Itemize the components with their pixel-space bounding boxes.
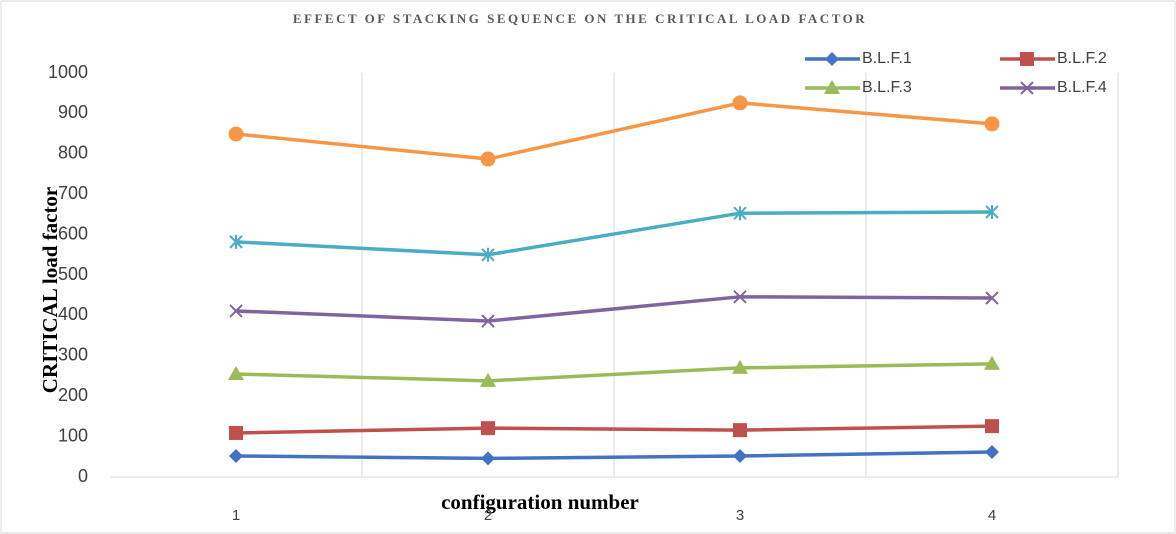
marker: [732, 359, 748, 374]
legend-label: B.L.F.3: [862, 79, 912, 96]
series-line: [235, 362, 993, 383]
x-tick-label: 3: [736, 507, 744, 524]
series-line: [235, 210, 993, 257]
marker: [985, 204, 999, 219]
marker: [481, 451, 495, 466]
y-tick-label: 200: [58, 385, 88, 405]
series-line: [235, 450, 993, 461]
y-tick-label: 1000: [48, 62, 88, 82]
y-tick-label: 800: [58, 143, 88, 163]
chart-title: EFFECT OF STACKING SEQUENCE ON THE CRITI…: [293, 11, 867, 26]
marker: [480, 151, 496, 167]
marker: [824, 80, 840, 94]
y-axis-label: CRITICAL load factor: [38, 187, 62, 394]
marker: [733, 206, 747, 221]
marker: [229, 304, 243, 318]
marker: [985, 444, 999, 459]
marker: [985, 419, 999, 434]
marker: [733, 290, 747, 304]
marker: [733, 423, 747, 438]
series-line: [235, 424, 993, 435]
y-tick-label: 100: [58, 425, 88, 445]
y-tick-label: 600: [58, 223, 88, 243]
marker: [228, 126, 244, 142]
marker: [1020, 52, 1034, 66]
y-tick-label: 700: [58, 183, 88, 203]
legend-label: B.L.F.4: [1057, 79, 1107, 96]
marker: [732, 95, 748, 111]
marker: [825, 52, 839, 66]
marker: [229, 234, 243, 249]
x-axis-label: configuration number: [441, 490, 639, 514]
x-tick-label: 1: [232, 507, 240, 524]
series-line: [235, 101, 993, 161]
series-line: [235, 295, 993, 323]
marker: [985, 291, 999, 305]
marker: [733, 448, 747, 463]
marker: [480, 372, 496, 387]
marker: [228, 365, 244, 380]
x-tick-label: 4: [988, 507, 996, 524]
legend-label: B.L.F.1: [862, 50, 912, 67]
plot: 0 100 200 300 400 500 600 700 800 900 1000 1 2 3 4 B.L.…: [48, 50, 1119, 524]
legend-label: B.L.F.2: [1057, 50, 1107, 67]
x-tick-label: 2: [484, 507, 492, 524]
y-tick-label: 300: [58, 345, 88, 365]
y-tick-label: 900: [58, 102, 88, 122]
marker: [1020, 81, 1034, 95]
y-tick-label: 500: [58, 264, 88, 284]
marker: [984, 116, 1000, 132]
y-tick-label: 0: [78, 466, 88, 486]
marker: [229, 425, 243, 440]
y-tick-label: 400: [58, 304, 88, 324]
marker: [984, 355, 1000, 370]
marker: [229, 448, 243, 463]
marker: [481, 247, 495, 262]
marker: [481, 421, 495, 436]
marker: [481, 314, 495, 328]
